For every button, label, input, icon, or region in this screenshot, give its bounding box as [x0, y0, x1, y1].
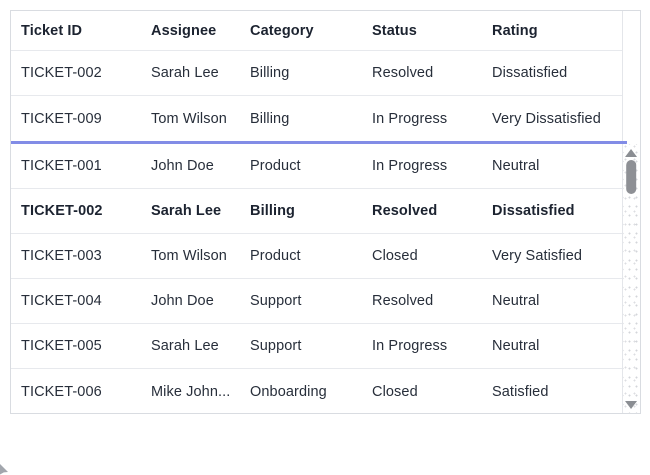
- scrollbar-track[interactable]: [623, 144, 640, 413]
- column-header-rating[interactable]: Rating: [492, 22, 538, 39]
- table-cell: In Progress: [372, 158, 448, 174]
- column-header-assignee[interactable]: Assignee: [151, 22, 217, 39]
- scroll-down-icon[interactable]: [624, 401, 637, 409]
- table-cell: Sarah Lee: [151, 338, 219, 354]
- table-cell: John Doe: [151, 293, 214, 309]
- table-cell: Satisfied: [492, 383, 549, 400]
- pinned-rows-separator: [11, 141, 627, 144]
- table-cell: Product: [250, 248, 301, 264]
- table-cell: Dissatisfied: [492, 65, 568, 81]
- table-cell: John Doe: [151, 158, 214, 174]
- table-cell: Resolved: [372, 293, 434, 309]
- table-row[interactable]: TICKET-005 Sarah Lee Support In Progress Neu…: [11, 324, 622, 369]
- table-cell: TICKET-003: [21, 248, 102, 264]
- table-cell: Dissatisfied: [492, 203, 575, 219]
- table-cell: TICKET-005: [21, 338, 102, 354]
- table-cell: Sarah Lee: [151, 203, 222, 219]
- mouse-cursor-icon: [0, 464, 8, 475]
- table-cell: TICKET-006: [21, 383, 102, 400]
- table-cell: Billing: [250, 65, 290, 81]
- table-cell: Neutral: [492, 338, 540, 354]
- table-cell: TICKET-002: [21, 203, 103, 219]
- table-row[interactable]: TICKET-004 John Doe Support Resolved Neutral: [11, 279, 622, 324]
- table-cell: Product: [250, 158, 301, 174]
- table-cell: In Progress: [372, 110, 448, 127]
- table-cell: Billing: [250, 203, 295, 219]
- table-cell: TICKET-004: [21, 293, 102, 309]
- table-row[interactable]: TICKET-006 Mike John... Onboarding Closed Sa…: [11, 369, 622, 413]
- table-cell: Closed: [372, 248, 418, 264]
- table-cell: TICKET-002: [21, 65, 102, 81]
- column-header-status[interactable]: Status: [372, 22, 417, 39]
- pinned-rows-section: TICKET-002 Sarah Lee Billing Resolved Dissat…: [11, 51, 622, 141]
- table-cell: Mike John...: [151, 383, 231, 400]
- table-cell: Resolved: [372, 203, 438, 219]
- table-cell: Resolved: [372, 65, 434, 81]
- table-cell: Tom Wilson: [151, 248, 227, 264]
- table-row[interactable]: TICKET-009 Tom Wilson Billing In Progress Ve…: [11, 96, 622, 141]
- tickets-table: Ticket ID Assignee Category Status Rating TI…: [10, 10, 641, 414]
- table-content: Ticket ID Assignee Category Status Rating TI…: [11, 11, 627, 413]
- table-cell: Neutral: [492, 293, 540, 309]
- table-row[interactable]: TICKET-001 John Doe Product In Progress Neut…: [11, 144, 622, 189]
- table-cell: Billing: [250, 110, 290, 127]
- table-row[interactable]: TICKET-002 Sarah Lee Billing Resolved Dissat…: [11, 51, 622, 96]
- table-header-row: Ticket ID Assignee Category Status Rating: [11, 11, 622, 51]
- table-cell: TICKET-009: [21, 110, 102, 127]
- table-cell: Onboarding: [250, 383, 327, 400]
- table-body: TICKET-001 John Doe Product In Progress Neut…: [11, 144, 622, 413]
- table-cell: Closed: [372, 383, 418, 400]
- table-cell: Very Dissatisfied: [492, 110, 601, 127]
- scroll-up-icon[interactable]: [624, 149, 637, 157]
- table-row[interactable]: TICKET-003 Tom Wilson Product Closed Very Sa…: [11, 234, 622, 279]
- vertical-scrollbar[interactable]: [623, 11, 640, 413]
- table-cell: TICKET-001: [21, 158, 102, 174]
- table-row[interactable]: TICKET-002 Sarah Lee Billing Resolved Dissat…: [11, 189, 622, 234]
- table-cell: Neutral: [492, 158, 540, 174]
- column-header-category[interactable]: Category: [250, 22, 314, 39]
- column-header-ticket_id[interactable]: Ticket ID: [21, 22, 83, 39]
- table-cell: Very Satisfied: [492, 248, 583, 264]
- table-cell: Support: [250, 293, 302, 309]
- table-cell: Tom Wilson: [151, 110, 227, 127]
- table-cell: In Progress: [372, 338, 448, 354]
- table-cell: Support: [250, 338, 302, 354]
- table-cell: Sarah Lee: [151, 65, 219, 81]
- scrollbar-thumb[interactable]: [625, 160, 636, 194]
